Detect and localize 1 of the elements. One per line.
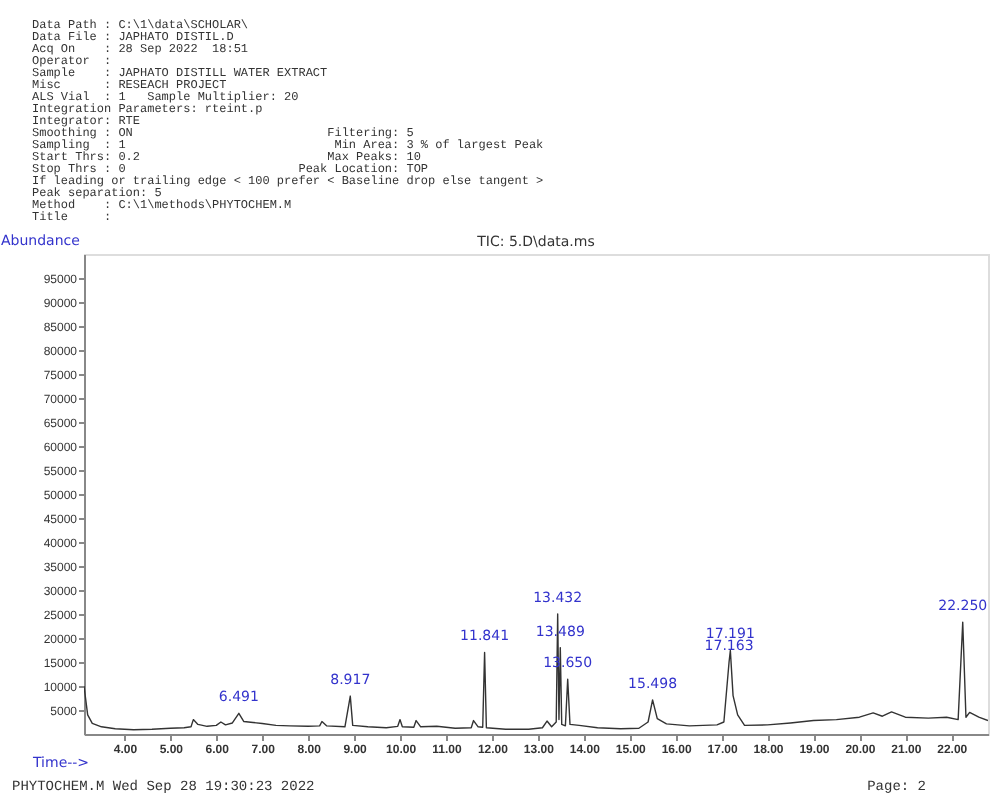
line-series <box>84 613 988 731</box>
